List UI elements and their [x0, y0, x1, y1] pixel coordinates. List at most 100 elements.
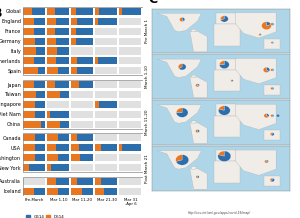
Bar	[50, 111, 69, 118]
Wedge shape	[265, 160, 268, 163]
Text: March 1-10: March 1-10	[145, 65, 149, 88]
Wedge shape	[176, 155, 189, 165]
Bar	[71, 8, 76, 15]
Bar	[71, 48, 93, 54]
Wedge shape	[270, 178, 272, 181]
Bar	[47, 91, 60, 98]
Bar	[57, 48, 69, 54]
Bar	[22, 177, 142, 196]
Bar	[23, 164, 29, 171]
Bar	[119, 101, 141, 108]
Bar	[77, 178, 93, 185]
Bar	[99, 101, 117, 108]
Bar	[35, 134, 45, 141]
Wedge shape	[262, 22, 272, 30]
Wedge shape	[272, 23, 274, 26]
Bar	[119, 154, 141, 161]
Bar	[36, 48, 45, 54]
Bar	[79, 81, 93, 88]
Bar	[71, 154, 80, 161]
Bar	[23, 111, 35, 118]
Wedge shape	[219, 61, 224, 65]
Bar	[79, 144, 93, 151]
Bar	[47, 101, 69, 108]
Bar	[23, 18, 34, 25]
Wedge shape	[271, 87, 272, 90]
Bar	[58, 154, 69, 161]
Bar	[23, 37, 35, 45]
Wedge shape	[218, 106, 230, 115]
Bar	[58, 188, 69, 195]
Bar	[95, 121, 117, 128]
Wedge shape	[197, 84, 200, 86]
Bar	[95, 37, 117, 45]
Polygon shape	[214, 24, 240, 46]
Text: B: B	[0, 7, 2, 20]
Bar	[98, 57, 117, 65]
Bar	[60, 121, 69, 128]
Wedge shape	[182, 17, 185, 21]
Bar	[56, 178, 69, 185]
Polygon shape	[236, 13, 276, 38]
Bar	[47, 111, 50, 118]
Bar	[58, 134, 69, 141]
Polygon shape	[190, 31, 207, 52]
Polygon shape	[214, 70, 240, 92]
Bar	[56, 57, 69, 65]
Wedge shape	[263, 67, 269, 73]
Text: C: C	[149, 0, 158, 7]
Wedge shape	[264, 114, 269, 118]
Bar	[55, 28, 69, 35]
Bar	[95, 101, 99, 108]
Bar	[80, 154, 93, 161]
Polygon shape	[264, 131, 280, 140]
Wedge shape	[266, 114, 269, 116]
Bar	[47, 188, 58, 195]
Wedge shape	[232, 80, 233, 82]
Wedge shape	[219, 106, 224, 111]
Bar	[23, 91, 36, 98]
Wedge shape	[266, 67, 270, 72]
Wedge shape	[276, 114, 280, 117]
Bar	[47, 81, 55, 88]
Bar	[119, 67, 141, 74]
Bar	[23, 81, 34, 88]
Bar	[35, 101, 45, 108]
Bar	[47, 48, 57, 54]
Bar	[71, 28, 76, 35]
Wedge shape	[196, 84, 200, 87]
Bar	[119, 28, 141, 35]
Bar	[95, 18, 98, 25]
Bar	[119, 48, 141, 54]
Bar	[56, 18, 69, 25]
Bar	[77, 57, 93, 65]
Bar	[119, 37, 141, 45]
Polygon shape	[157, 13, 201, 32]
Bar	[119, 144, 122, 151]
Wedge shape	[271, 133, 274, 136]
Wedge shape	[197, 175, 199, 178]
Polygon shape	[236, 104, 276, 129]
Bar	[23, 134, 35, 141]
Bar	[55, 81, 69, 88]
Polygon shape	[236, 150, 276, 175]
Bar	[47, 67, 58, 74]
Bar	[47, 134, 58, 141]
Bar	[23, 144, 35, 151]
Bar	[95, 154, 117, 161]
Bar	[101, 144, 117, 151]
Wedge shape	[176, 108, 182, 113]
Bar	[23, 121, 41, 128]
Bar	[47, 178, 56, 185]
Polygon shape	[157, 105, 201, 123]
Bar	[76, 8, 93, 15]
Bar	[47, 57, 56, 65]
Bar	[119, 111, 141, 118]
Bar	[23, 57, 34, 65]
Wedge shape	[218, 151, 224, 156]
Bar	[71, 57, 77, 65]
Bar	[34, 28, 45, 35]
Wedge shape	[271, 114, 272, 117]
Bar	[34, 18, 45, 25]
Bar	[71, 67, 77, 74]
